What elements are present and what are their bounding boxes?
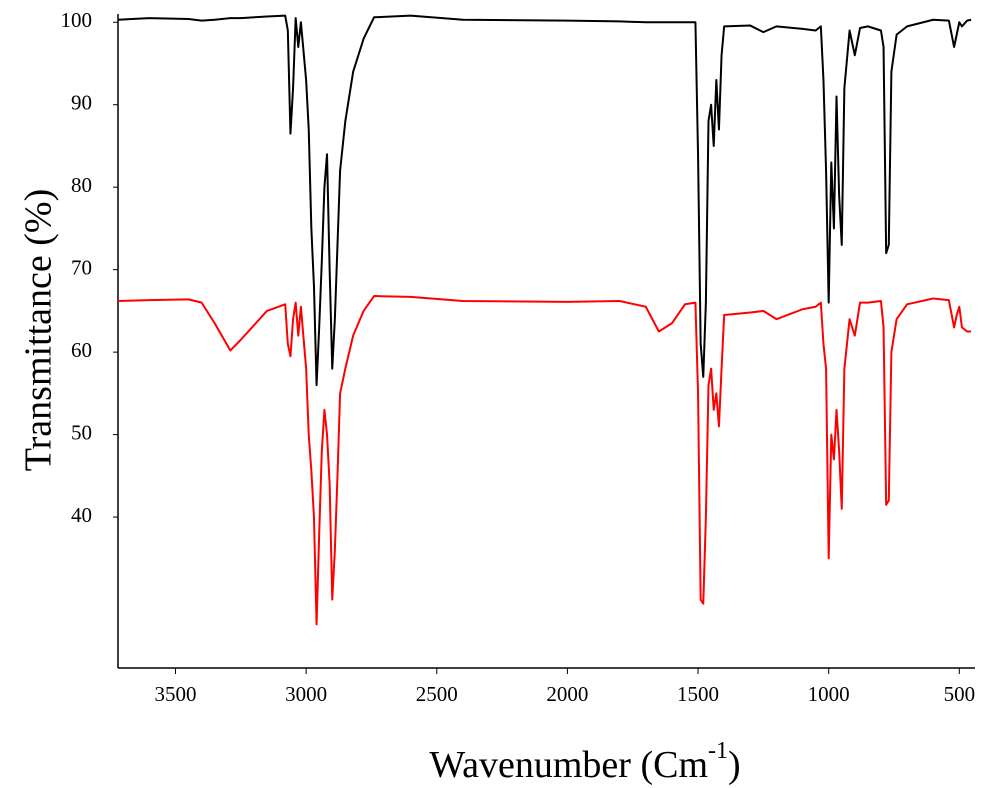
x-tick-label: 1500 [677, 682, 719, 706]
y-tick-label: 60 [71, 338, 92, 362]
x-axis-title-close: ) [728, 744, 741, 786]
y-tick-label: 50 [71, 420, 92, 444]
y-tick-label: 70 [71, 255, 92, 279]
y-axis-title: Transmittance (%) [18, 189, 60, 471]
spectrum-line [117, 14, 972, 387]
x-axis-title-main: Wavenumber (Cm [429, 744, 708, 786]
x-tick-label: 1000 [808, 682, 850, 706]
x-tick-label: 2000 [546, 682, 588, 706]
spectrum-line [117, 295, 972, 626]
x-tick-label: 2500 [416, 682, 458, 706]
y-tick-label: 80 [71, 173, 92, 197]
x-tick-label: 3000 [285, 682, 327, 706]
x-tick-label: 3500 [154, 682, 196, 706]
x-tick-label: 500 [944, 682, 976, 706]
y-tick-label: 100 [61, 8, 93, 32]
y-tick-label: 40 [71, 503, 92, 527]
y-tick-label: 90 [71, 91, 92, 115]
x-axis-title-superscript: -1 [708, 738, 728, 764]
x-axis-title: Wavenumber (Cm-1) [429, 738, 740, 786]
